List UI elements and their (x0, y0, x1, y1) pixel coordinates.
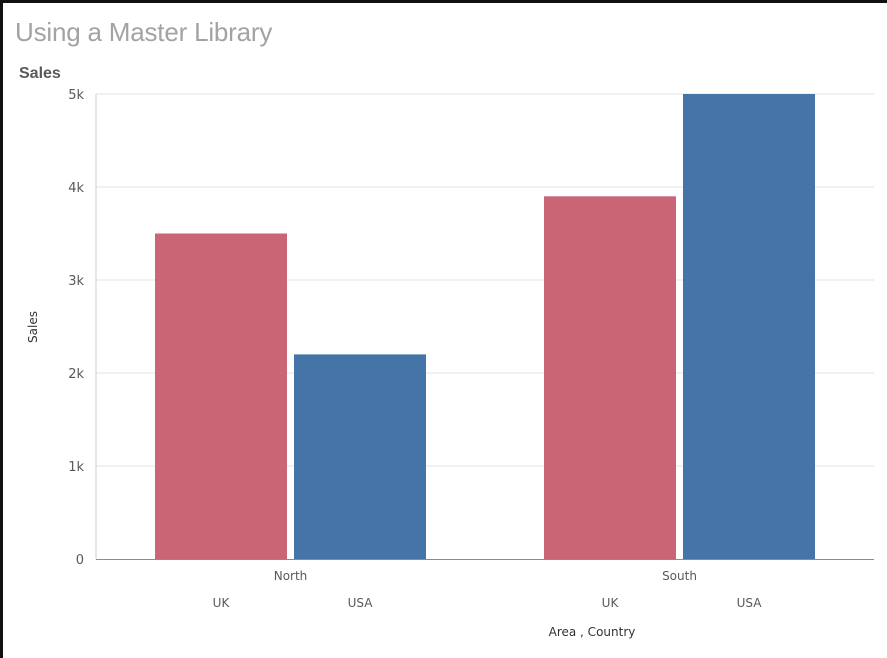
x-group-label: South (662, 569, 697, 583)
y-axis-title: Sales (26, 311, 40, 343)
x-axis-labels: UK USA North UK USA South (213, 569, 763, 610)
bars (155, 94, 815, 560)
x-category-label: USA (737, 596, 763, 610)
y-axis-ticks: 0 1k 2k 3k 4k 5k (68, 88, 84, 568)
bar[interactable] (294, 354, 426, 559)
y-tick-label: 5k (68, 88, 84, 103)
x-category-label: UK (213, 596, 231, 610)
y-tick-label: 2k (68, 367, 84, 382)
x-axis-title: Area , Country (549, 625, 636, 639)
x-category-label: UK (602, 596, 620, 610)
y-tick-label: 0 (76, 553, 84, 568)
chart-title: Sales (19, 65, 61, 82)
bar[interactable] (683, 94, 815, 559)
y-tick-label: 4k (68, 181, 84, 196)
x-group-label: North (274, 569, 308, 583)
page-title: Using a Master Library (15, 17, 273, 47)
x-category-label: USA (348, 596, 374, 610)
bar[interactable] (544, 196, 676, 560)
bar[interactable] (155, 233, 287, 560)
y-tick-label: 3k (68, 274, 84, 289)
y-tick-label: 1k (68, 460, 84, 475)
